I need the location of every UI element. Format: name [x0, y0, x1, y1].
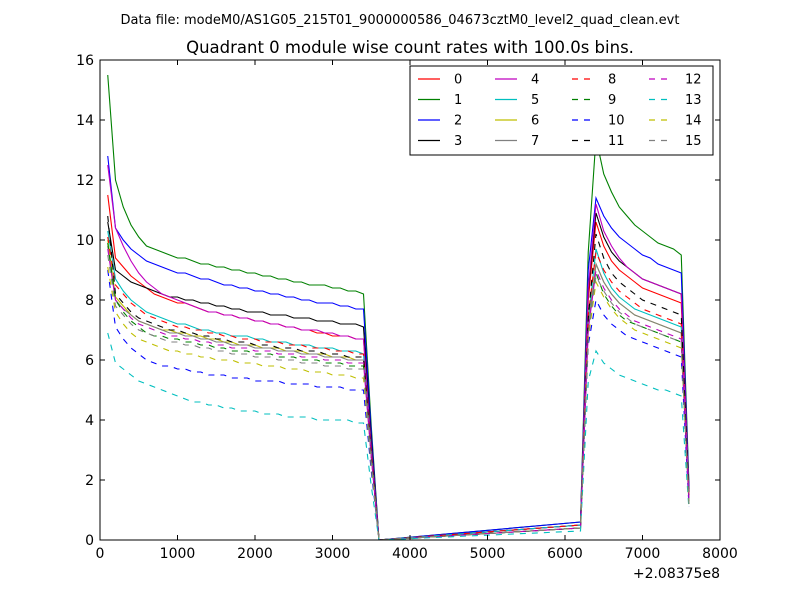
series-line-9 — [107, 242, 690, 540]
legend-label-8: 8 — [608, 73, 616, 88]
y-tick-label: 0 — [85, 533, 94, 549]
y-tick-label: 16 — [76, 53, 94, 69]
x-tick-label: 1000 — [160, 546, 196, 562]
x-axis-offset-label: +2.08375e8 — [633, 566, 720, 582]
legend-label-3: 3 — [454, 134, 462, 149]
legend-label-15: 15 — [685, 134, 702, 149]
series-line-11 — [107, 215, 690, 540]
y-tick-label: 6 — [85, 353, 94, 369]
y-tick-label: 2 — [85, 473, 94, 489]
legend-label-5: 5 — [531, 93, 539, 108]
legend-label-11: 11 — [608, 134, 625, 149]
x-tick-label: 5000 — [470, 546, 506, 562]
series-line-13 — [107, 332, 690, 540]
series-line-10 — [107, 269, 690, 540]
figure-suptitle: Data file: modeM0/AS1G05_215T01_90000005… — [121, 13, 680, 28]
legend-label-6: 6 — [531, 114, 539, 129]
series-line-15 — [107, 254, 690, 540]
legend-label-13: 13 — [685, 93, 702, 108]
x-tick-label: 7000 — [625, 546, 661, 562]
legend-label-10: 10 — [608, 114, 625, 129]
legend-label-4: 4 — [531, 73, 539, 88]
series-line-2 — [107, 155, 690, 540]
series-line-7 — [107, 245, 690, 540]
x-tick-label: 0 — [96, 546, 105, 562]
series-line-0 — [107, 194, 690, 540]
y-tick-label: 8 — [85, 293, 94, 309]
x-tick-label: 2000 — [237, 546, 273, 562]
legend-label-0: 0 — [454, 73, 462, 88]
y-tick-label: 14 — [76, 113, 94, 129]
series-line-3 — [107, 212, 690, 540]
legend-label-12: 12 — [685, 73, 702, 88]
x-tick-label: 6000 — [547, 546, 583, 562]
chart-title: Quadrant 0 module wise count rates with … — [186, 38, 634, 57]
y-tick-label: 4 — [85, 413, 94, 429]
series-line-12 — [107, 248, 690, 540]
legend-label-7: 7 — [531, 134, 539, 149]
y-tick-label: 10 — [76, 233, 94, 249]
legend-label-2: 2 — [454, 114, 462, 129]
x-tick-label: 3000 — [315, 546, 351, 562]
legend-label-1: 1 — [454, 93, 462, 108]
series-line-6 — [107, 239, 690, 540]
series-line-8 — [107, 236, 690, 540]
x-tick-label: 4000 — [392, 546, 428, 562]
series-line-1 — [107, 74, 690, 540]
series-line-14 — [107, 266, 690, 540]
plot-series-area — [107, 74, 690, 540]
series-line-4 — [107, 164, 690, 540]
axis-ticks: 0 1000 2000 3000 4000 5000 6000 7000 80000246810… — [76, 53, 738, 562]
legend-label-9: 9 — [608, 93, 616, 108]
x-tick-label: 8000 — [702, 546, 738, 562]
y-tick-label: 12 — [76, 173, 94, 189]
legend-label-14: 14 — [685, 114, 702, 129]
